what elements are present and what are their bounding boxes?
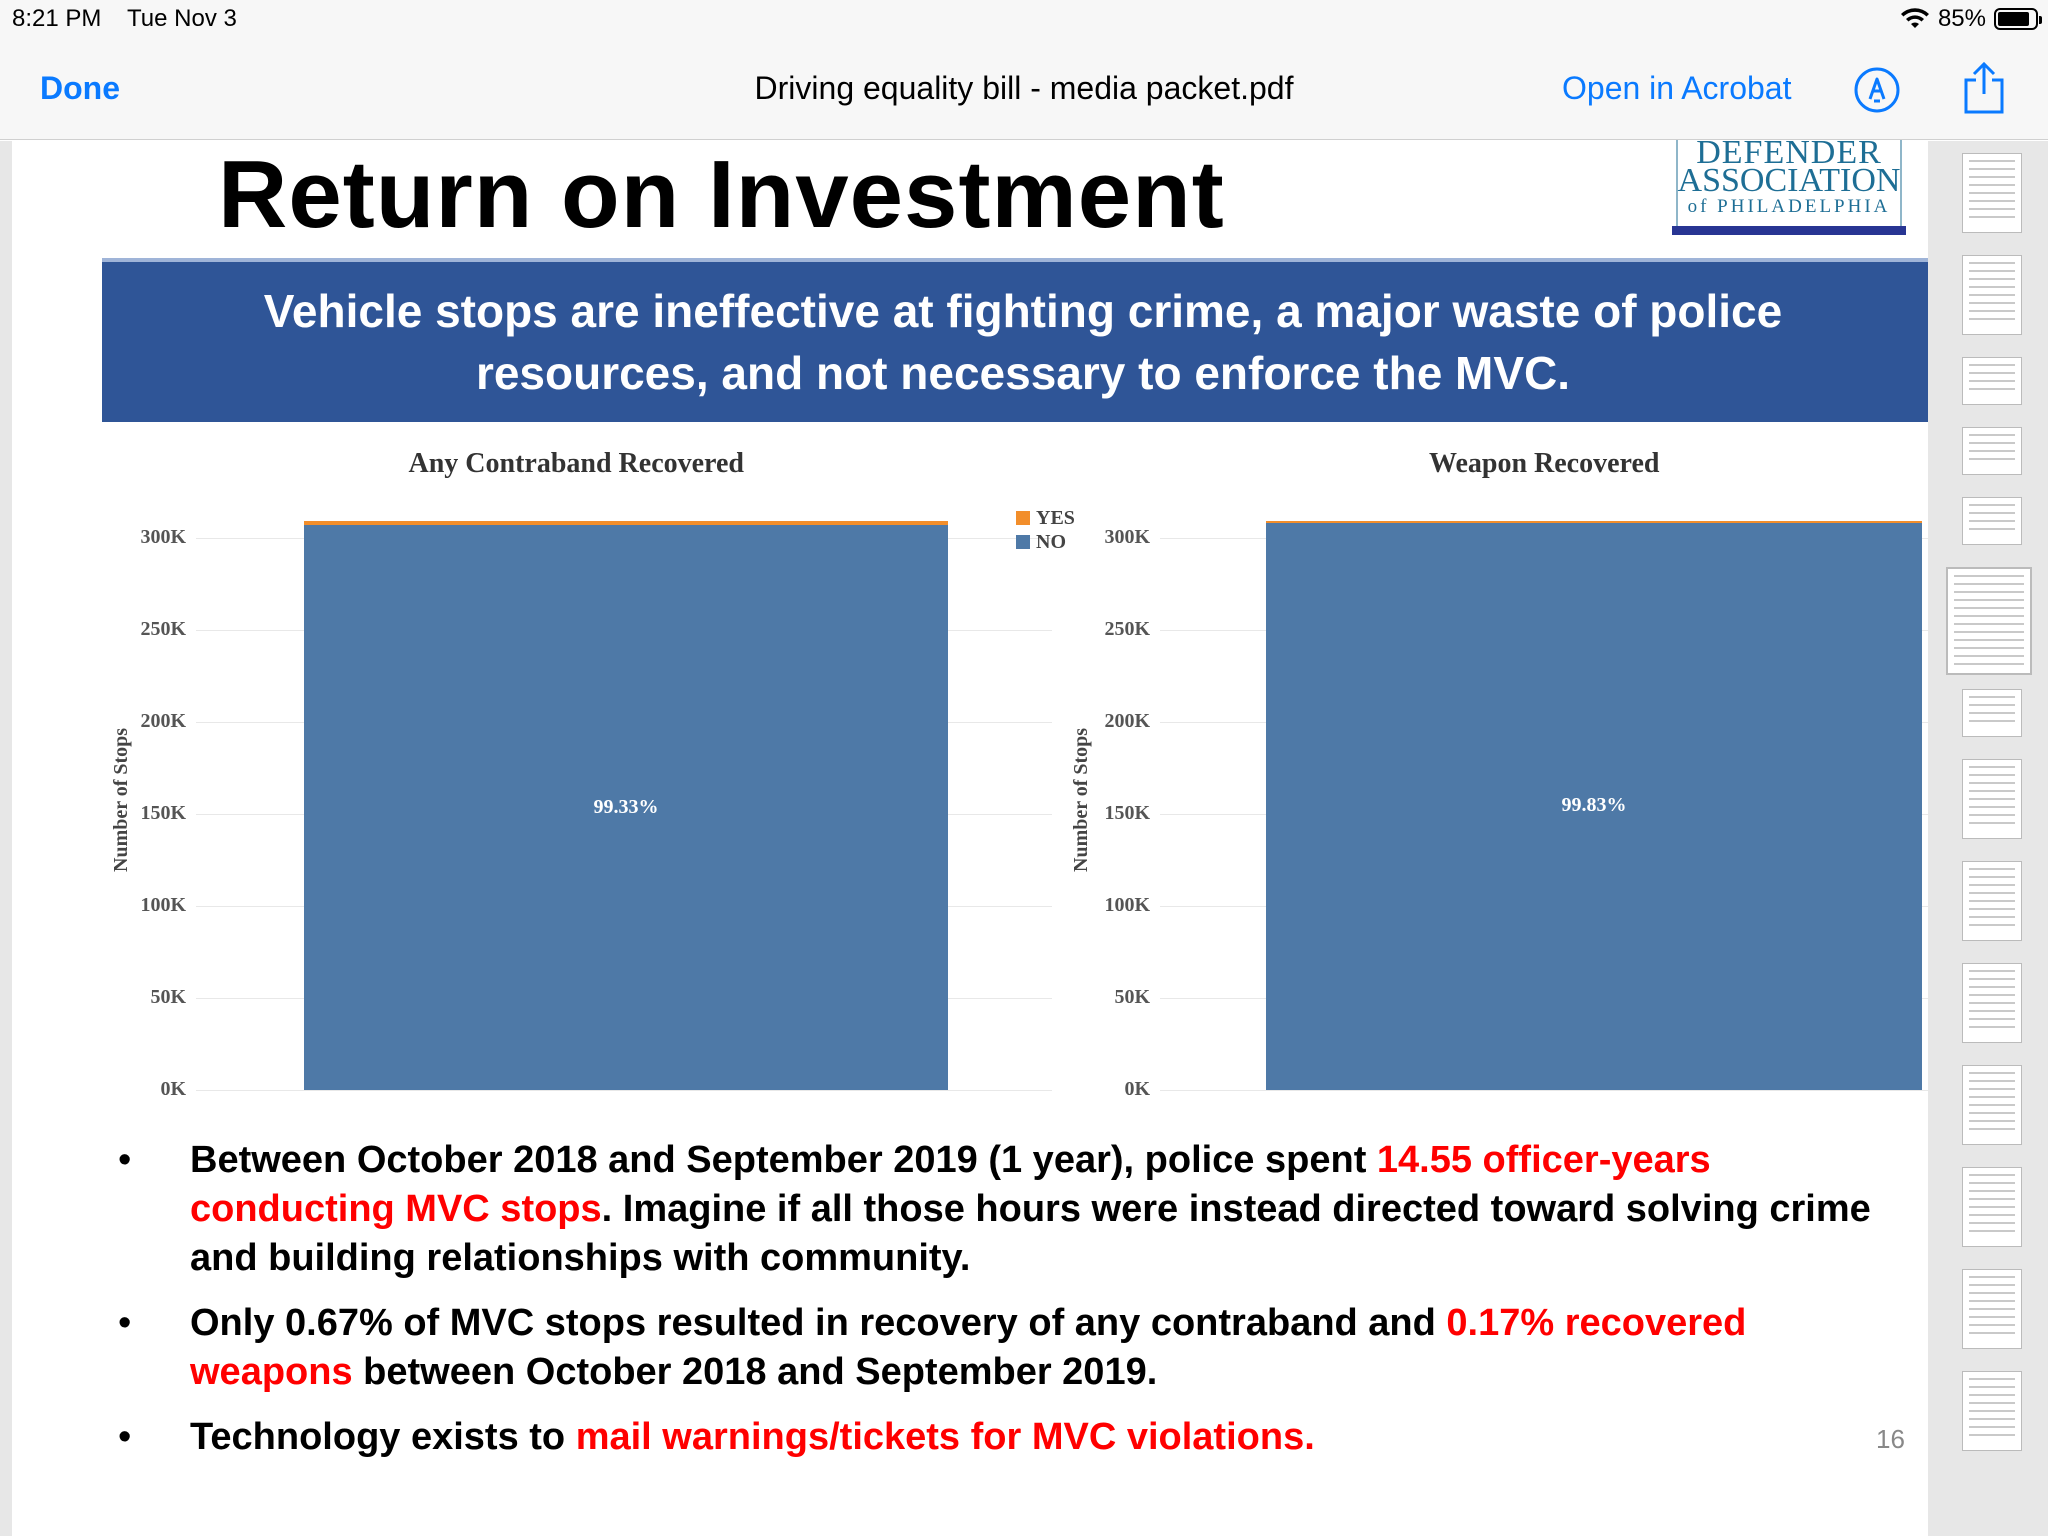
legend-swatch [1016,511,1030,525]
y-tick-label: 100K [140,894,186,916]
page-thumbnail[interactable] [1962,689,2022,737]
defender-association-logo: DEFENDER ASSOCIATION of PHILADELPHIA [1672,134,1906,236]
y-tick-label: 300K [1104,526,1150,548]
bar-yes [1266,521,1922,524]
bullet-item: Technology exists to mail warnings/ticke… [118,1413,1898,1462]
document-title: Driving equality bill - media packet.pdf [754,70,1294,106]
bullet-highlight: 14.55 officer-years conducting MVC stops [190,1139,1711,1230]
bar-data-label: 99.83% [1561,794,1627,817]
done-button[interactable]: Done [40,70,120,106]
legend-item: YES [1016,506,1075,530]
page-thumbnail[interactable] [1962,153,2022,233]
slide-title: Return on Investment [218,141,1225,248]
page-thumbnail[interactable] [1962,357,2022,405]
y-tick-label: 300K [140,526,186,548]
status-date: Tue Nov 3 [127,5,237,32]
bullet-text: . Imagine if all those hours were instea… [190,1188,1871,1279]
status-indicators: 85% [1900,5,2042,33]
y-tick-label: 250K [1104,618,1150,640]
bullet-text: between October 2018 and September 2019. [352,1351,1158,1393]
y-tick-label: 200K [140,710,186,732]
page-thumbnail[interactable] [1946,567,2032,675]
navigation-bar: Done Driving equality bill - media packe… [0,40,2048,140]
bullet-item: Between October 2018 and September 2019 … [118,1136,1898,1283]
y-tick-label: 200K [1104,710,1150,732]
gridline [196,1090,1052,1091]
page-edge [0,141,12,1536]
gridline [1160,1090,1928,1091]
y-tick-label: 150K [140,802,186,824]
chart-weapon-recovered: Weapon Recovered 0K 50K 100K 150K 200K 250K 300… [1062,440,1928,1120]
chart-title: Weapon Recovered [1429,448,1660,479]
bullet-list: Between October 2018 and September 2019 … [118,1136,1898,1478]
page-thumbnail[interactable] [1962,1167,2022,1247]
banner-divider [102,258,1944,262]
battery-percent: 85% [1937,5,1986,32]
bullet-text: Between October 2018 and September 2019 … [190,1139,1377,1181]
y-tick-label: 50K [150,986,186,1008]
bullet-highlight: mail warnings/tickets for MVC violations… [575,1416,1315,1458]
y-tick-label: 0K [160,1078,186,1100]
bar-yes [304,521,948,526]
chart-title: Any Contraband Recovered [408,448,744,479]
y-tick-label: 150K [1104,802,1150,824]
y-tick-label: 250K [140,618,186,640]
chart-legend: YES NO [1016,506,1075,554]
legend-label: NO [1036,530,1066,553]
y-axis-label: Number of Stops [1070,727,1092,872]
bullet-text: Only 0.67% of MVC stops resulted in reco… [190,1302,1447,1344]
page-thumbnail[interactable] [1962,497,2022,545]
legend-swatch [1016,535,1030,549]
page-thumbnail[interactable] [1962,255,2022,335]
bar-no [304,525,948,1090]
bullet-item: Only 0.67% of MVC stops resulted in reco… [118,1299,1898,1397]
legend-item: NO [1016,530,1075,554]
battery-icon [1994,8,2042,30]
page-thumbnail[interactable] [1962,1371,2022,1451]
open-in-acrobat-button[interactable]: Open in Acrobat [1562,70,1792,106]
headline-banner: Vehicle stops are ineffective at fightin… [102,262,1944,422]
wifi-icon [1900,8,1929,28]
status-bar: 8:21 PM Tue Nov 3 85% [0,0,2048,40]
bullet-text: Technology exists to [190,1416,576,1458]
page-thumbnail-sidebar[interactable] [1928,141,2048,1536]
y-tick-label: 100K [1104,894,1150,916]
share-icon[interactable] [1960,60,2008,116]
page-number: 16 [1876,1424,1905,1454]
page-thumbnail[interactable] [1962,759,2022,839]
bar-data-label: 99.33% [593,795,659,818]
legend-label: YES [1036,506,1075,529]
page-thumbnail[interactable] [1962,1269,2022,1349]
markup-pen-icon[interactable] [1852,65,1902,115]
bullet-highlight: 0.17% recovered weapons [190,1302,1747,1393]
banner-text: Vehicle stops are ineffective at fightin… [263,285,1783,399]
page-thumbnail[interactable] [1962,1065,2022,1145]
bar-no [1266,522,1922,1090]
page-thumbnail[interactable] [1962,427,2022,475]
status-time: 8:21 PM [12,5,102,32]
page-thumbnail[interactable] [1962,861,2022,941]
page-thumbnail[interactable] [1962,963,2022,1043]
y-axis-label: Number of Stops [110,727,132,872]
chart-any-contraband: Any Contraband Recovered 0K 50K 100K 150K 200… [102,440,1082,1120]
y-tick-label: 0K [1124,1078,1150,1100]
y-tick-label: 50K [1114,986,1150,1008]
